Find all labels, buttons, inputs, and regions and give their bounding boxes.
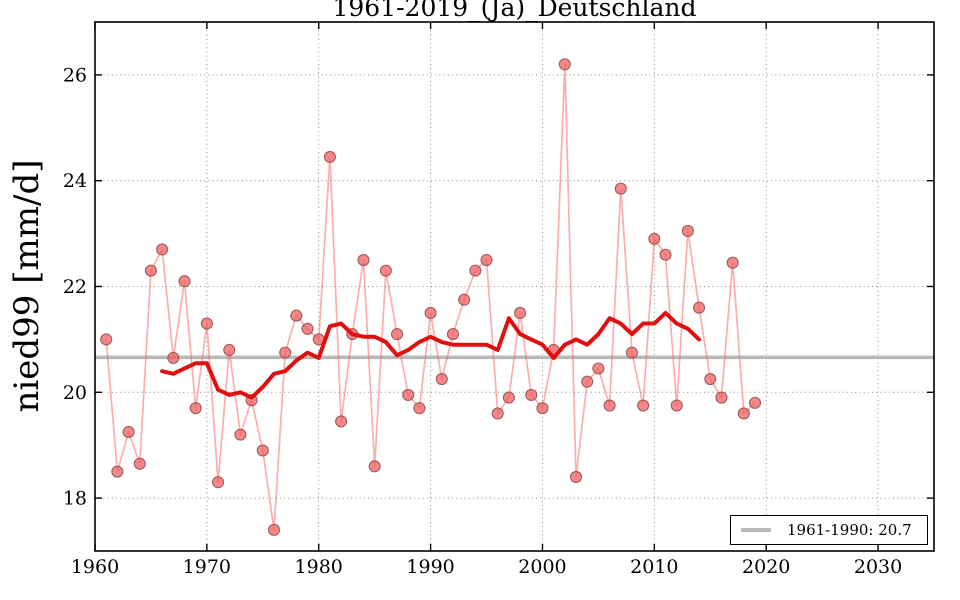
- trend-line: [160, 310, 702, 400]
- data-point-1985: [368, 460, 381, 473]
- y-tick-label-22: 22: [63, 276, 87, 298]
- data-point-1993: [458, 293, 471, 306]
- x-tick-label-1990: 1990: [406, 556, 454, 578]
- data-point-1965: [144, 264, 157, 277]
- data-point-1966: [156, 243, 169, 256]
- y-tick-label-26: 26: [63, 64, 87, 86]
- data-point-2019: [748, 396, 762, 409]
- data-point-1986: [379, 264, 392, 277]
- data-point-2010: [648, 232, 661, 245]
- x-tick-label-2030: 2030: [854, 556, 902, 578]
- data-point-1988: [402, 388, 415, 401]
- data-point-1981: [323, 150, 336, 163]
- data-point-2009: [637, 399, 650, 412]
- data-point-2000: [536, 402, 549, 415]
- data-point-1991: [435, 373, 448, 386]
- legend-reference-line-sample: [741, 528, 771, 532]
- data-point-1994: [469, 264, 482, 277]
- data-point-1978: [290, 309, 303, 322]
- x-tick-label-1970: 1970: [183, 556, 231, 578]
- data-point-2014: [693, 301, 706, 314]
- x-tick-label-2000: 2000: [518, 556, 566, 578]
- data-point-1984: [357, 253, 370, 267]
- data-point-2007: [614, 182, 627, 195]
- data-point-1996: [491, 407, 504, 420]
- data-point-2003: [569, 470, 583, 483]
- data-point-1967: [167, 351, 180, 364]
- data-point-1982: [335, 415, 348, 428]
- data-point-2005: [592, 362, 605, 375]
- data-point-1971: [212, 476, 225, 489]
- data-point-1997: [502, 391, 515, 404]
- data-point-1968: [178, 275, 191, 288]
- data-point-1961: [100, 333, 113, 346]
- data-point-2002: [558, 58, 571, 71]
- data-point-2017: [726, 256, 739, 269]
- data-point-1962: [111, 465, 124, 478]
- annual-series-line: [105, 64, 756, 530]
- data-point-1977: [279, 346, 292, 359]
- data-point-1989: [413, 402, 426, 415]
- y-tick-label-24: 24: [63, 170, 87, 192]
- data-point-2018: [737, 407, 750, 420]
- data-point-2004: [581, 375, 594, 388]
- data-point-1990: [424, 306, 437, 320]
- y-tick-label-18: 18: [63, 488, 87, 510]
- data-point-2015: [704, 373, 717, 386]
- data-point-1973: [234, 428, 247, 441]
- legend-label: 1961-1990: 20.7: [787, 521, 912, 539]
- data-point-1999: [525, 388, 538, 401]
- data-point-1975: [256, 444, 269, 457]
- y-tick-label-20: 20: [63, 382, 87, 404]
- data-point-2013: [681, 224, 694, 238]
- plot-border: [94, 21, 935, 552]
- data-point-2016: [715, 391, 728, 404]
- data-point-1972: [223, 343, 236, 357]
- data-point-2011: [659, 248, 672, 261]
- data-point-1964: [133, 457, 146, 470]
- data-point-1979: [301, 322, 314, 335]
- data-point-1969: [189, 402, 202, 415]
- data-point-1970: [200, 317, 213, 330]
- x-tick-label-1960: 1960: [71, 556, 119, 578]
- data-point-1995: [480, 253, 493, 267]
- legend: 1961-1990: 20.7: [730, 515, 928, 545]
- x-tick-label-2010: 2010: [630, 556, 678, 578]
- y-axis-label: nied99 [mm/d]: [7, 159, 47, 413]
- data-point-1987: [390, 328, 404, 341]
- data-point-1998: [514, 306, 527, 320]
- data-point-2012: [670, 399, 683, 412]
- x-tick-label-2020: 2020: [742, 556, 790, 578]
- chart-title: 1961-2019_(Ja)_Deutschland: [332, 0, 697, 22]
- data-point-1963: [122, 425, 135, 439]
- data-point-1992: [446, 328, 460, 341]
- data-point-2006: [603, 399, 616, 412]
- x-tick-label-1980: 1980: [295, 556, 343, 578]
- data-point-2008: [625, 346, 639, 359]
- data-point-1976: [267, 523, 281, 536]
